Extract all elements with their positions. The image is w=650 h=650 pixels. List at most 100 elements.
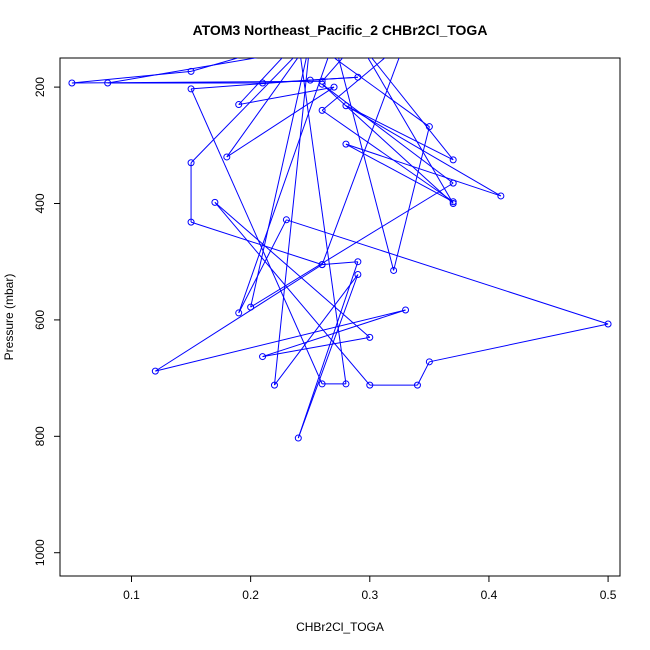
y-tick-label: 400 — [33, 193, 47, 213]
data-point — [187, 159, 195, 167]
series-segment — [321, 83, 454, 204]
x-axis: 0.1 0.2 0.3 0.4 0.5 — [123, 575, 617, 602]
series-segment — [345, 143, 502, 197]
x-tick-label: 0.5 — [600, 588, 617, 602]
series-segment — [226, 86, 335, 158]
data-point — [104, 79, 112, 87]
plot-frame — [59, 57, 621, 577]
data-point — [342, 140, 350, 148]
data-point — [187, 67, 195, 75]
series-segment — [321, 83, 454, 184]
data-point — [187, 85, 195, 93]
x-tick-label: 0.2 — [242, 588, 259, 602]
data-point — [318, 77, 326, 85]
y-tick-label: 600 — [33, 310, 47, 330]
series-segment — [321, 58, 344, 82]
series-segment — [214, 201, 371, 338]
data-point — [307, 38, 313, 44]
data-point — [282, 216, 290, 224]
series-segment — [238, 58, 329, 314]
series-segment — [297, 274, 359, 439]
series-segment — [191, 79, 311, 90]
x-tick-label: 0.4 — [481, 588, 498, 602]
data-point — [331, 38, 337, 44]
data-point — [449, 156, 457, 164]
series-segment — [107, 58, 259, 84]
series-segment — [71, 70, 192, 84]
data-point — [413, 381, 421, 389]
series-segment — [371, 58, 454, 161]
series-segment — [273, 58, 309, 386]
y-axis-title: Pressure (mbar) — [2, 274, 16, 361]
data-point — [449, 200, 457, 208]
data-point — [497, 192, 505, 200]
series-segment — [274, 274, 359, 386]
data-point — [330, 83, 338, 91]
data-point — [402, 306, 410, 314]
data-point — [390, 266, 398, 274]
data-point — [318, 261, 326, 269]
data-point — [247, 303, 255, 311]
series-segment — [333, 58, 430, 128]
data-point — [318, 380, 326, 388]
series-segment — [226, 58, 299, 158]
series-segment — [155, 309, 406, 372]
data-point — [318, 106, 326, 114]
series-segment — [238, 58, 283, 105]
data-point — [151, 367, 159, 375]
data-point — [449, 179, 457, 187]
series-segment — [250, 182, 454, 308]
series-segment — [417, 361, 430, 386]
y-tick-label: 200 — [33, 77, 47, 97]
series-segment — [155, 264, 323, 372]
series-segment — [393, 126, 430, 271]
data-point — [235, 101, 243, 109]
data-series — [68, 38, 612, 442]
data-point — [187, 218, 195, 226]
data-point — [354, 258, 362, 266]
data-point — [259, 353, 267, 361]
series-segment — [190, 88, 323, 385]
y-tick-label: 1000 — [33, 539, 47, 566]
series-segment — [286, 219, 609, 325]
data-point — [211, 198, 219, 206]
data-point — [366, 381, 374, 389]
data-point — [604, 320, 612, 328]
series-segment — [190, 221, 323, 266]
chart-title: ATOM3 Northeast_Pacific_2 CHBr2Cl_TOGA — [193, 22, 488, 38]
data-point — [307, 38, 313, 44]
series-segment — [367, 58, 454, 204]
data-point — [425, 358, 433, 366]
data-point — [354, 73, 362, 81]
series-segment — [321, 58, 386, 111]
series-segment — [262, 336, 370, 358]
series-segment — [250, 58, 307, 308]
y-tick-label: 800 — [33, 426, 47, 446]
series-segment — [297, 261, 359, 439]
series-segment — [345, 105, 454, 161]
data-point — [342, 380, 350, 388]
series-segment — [429, 323, 609, 363]
x-tick-label: 0.3 — [361, 588, 378, 602]
series-segment — [190, 58, 240, 72]
series-segment — [321, 58, 400, 265]
data-point — [306, 76, 314, 84]
data-point — [425, 123, 433, 131]
data-point — [295, 38, 301, 44]
data-point — [223, 153, 231, 161]
series-segment — [338, 58, 395, 271]
series-segment — [310, 76, 358, 81]
data-point — [283, 38, 289, 44]
data-point — [342, 102, 350, 110]
series-segment — [190, 58, 294, 164]
x-axis-title: CHBr2Cl_TOGA — [296, 620, 384, 634]
data-point — [318, 80, 326, 88]
data-point — [355, 38, 361, 44]
series-segment — [214, 202, 371, 386]
series-segment — [321, 109, 454, 203]
series-segment — [322, 261, 358, 266]
data-point — [354, 271, 362, 279]
data-point — [307, 38, 313, 44]
data-point — [366, 333, 374, 341]
